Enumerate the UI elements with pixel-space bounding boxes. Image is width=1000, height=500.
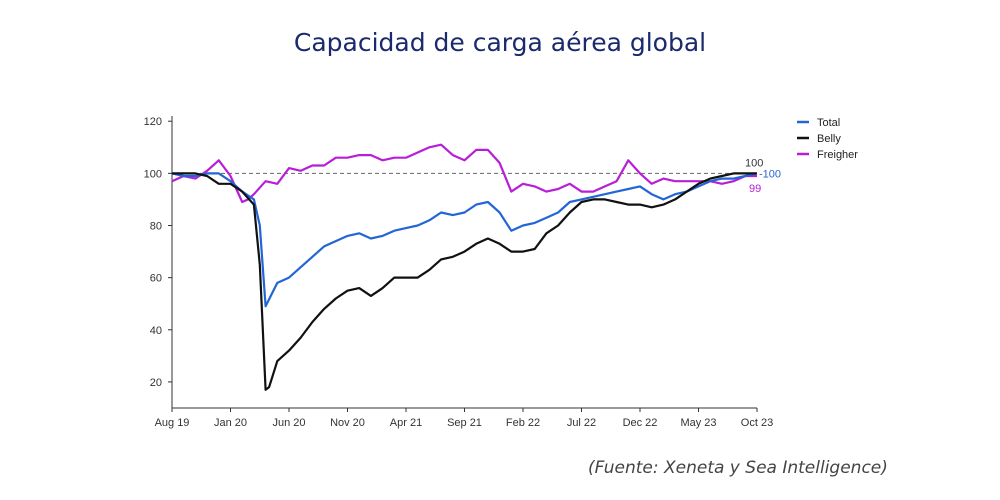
series-line-total — [171, 172, 758, 308]
legend-label-total: Total — [817, 117, 840, 129]
x-tick-label: Dec 22 — [623, 417, 658, 429]
end-labels: 100-100 99 — [745, 157, 781, 195]
y-tick-label: 80 — [150, 221, 162, 233]
end-label-belly: 100 — [745, 157, 763, 169]
series-line-belly — [172, 172, 757, 391]
series-lines — [171, 143, 758, 391]
y-tick-label: 60 — [150, 273, 162, 285]
y-tick-label: 20 — [150, 377, 162, 389]
x-tick-label: Jan 20 — [214, 417, 247, 429]
legend: Total Belly Freigher — [797, 117, 858, 161]
x-tick-label: Aug 19 — [155, 417, 190, 429]
x-tick-label: May 23 — [680, 417, 716, 429]
series-line-freigher — [171, 143, 757, 204]
chart-title: Capacidad de carga aérea global — [293, 28, 707, 57]
y-axis: 20 40 60 80 100 120 — [144, 116, 173, 408]
x-tick-label: Jul 22 — [567, 417, 596, 429]
x-tick-label: Apr 21 — [390, 417, 422, 429]
y-tick-label: 100 — [144, 168, 162, 180]
x-tick-label: Feb 22 — [506, 417, 540, 429]
y-tick-label: 40 — [150, 325, 162, 337]
x-tick-label: Sep 21 — [447, 417, 482, 429]
x-tick-label: Nov 20 — [330, 417, 365, 429]
legend-label-belly: Belly — [817, 133, 841, 145]
x-tick-label: Jun 20 — [272, 417, 305, 429]
source-note: (Fuente: Xeneta y Sea Intelligence) — [588, 458, 888, 478]
x-tick-label: Oct 23 — [741, 417, 773, 429]
y-tick-label: 120 — [144, 116, 162, 128]
legend-label-freigher: Freigher — [817, 149, 858, 161]
end-label-freigher: 99 — [749, 183, 761, 195]
x-axis: Aug 19 Jan 20 Jun 20 Nov 20 Apr 21 Sep 21 Feb … — [155, 407, 773, 429]
end-label-total: -100 — [759, 168, 781, 180]
